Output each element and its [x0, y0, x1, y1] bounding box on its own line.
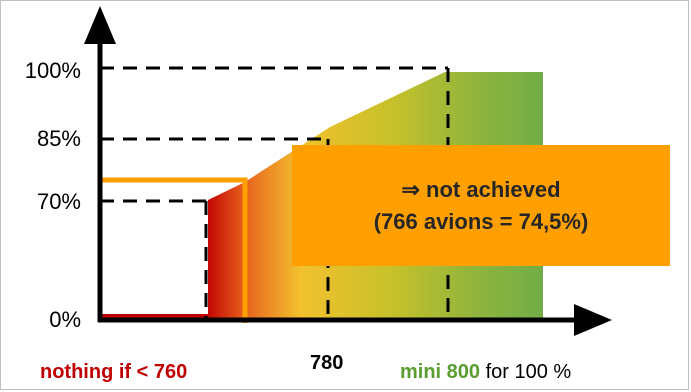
threshold-label-780: 780	[310, 352, 344, 374]
x-axis-arrow	[574, 304, 612, 336]
y-axis-arrow	[84, 6, 116, 44]
callout-line-2: (766 avions = 74,5%)	[373, 208, 589, 234]
result-callout: ⇒ not achieved (766 avions = 74,5%)	[292, 145, 670, 266]
y-tick-0: 0%	[49, 307, 81, 332]
y-tick-100: 100%	[24, 58, 81, 83]
y-tick-70: 70%	[36, 189, 81, 214]
for-100-text: for 100 %	[485, 361, 572, 383]
threshold-label-800: mini 800 for 100 %	[400, 361, 571, 383]
mini-800-text: mini 800	[400, 361, 481, 383]
threshold-label-760: nothing if < 760	[40, 361, 188, 383]
result-marker	[100, 177, 248, 323]
y-tick-85: 85%	[36, 126, 81, 151]
callout-line-1: ⇒ not achieved	[401, 176, 561, 202]
